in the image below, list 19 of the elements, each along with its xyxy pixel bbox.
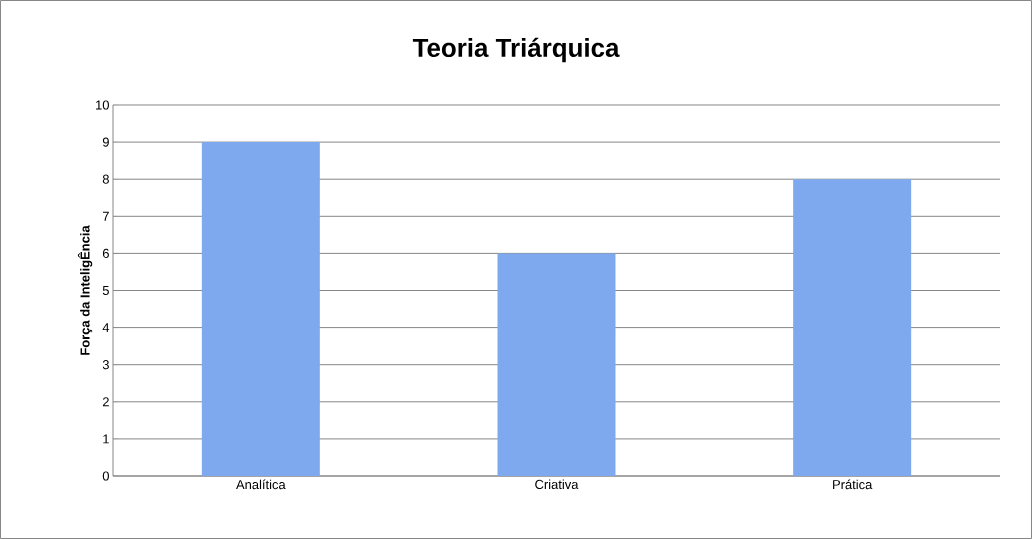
y-tick-label: 10 bbox=[96, 100, 109, 110]
y-tick-label: 9 bbox=[102, 137, 109, 147]
x-tick-label: Prática bbox=[833, 479, 873, 490]
y-tick-label: 8 bbox=[102, 174, 109, 184]
y-tick-label: 5 bbox=[102, 285, 109, 296]
bar bbox=[793, 179, 912, 476]
y-tick-label: 3 bbox=[102, 360, 109, 370]
y-tick-label: 6 bbox=[102, 248, 109, 258]
chart-title: Teoria Triárquica bbox=[412, 37, 620, 63]
y-tick-label: 7 bbox=[102, 211, 109, 221]
y-axis-title: Força da InteligÊncia bbox=[77, 225, 93, 355]
y-tick-label: 4 bbox=[102, 323, 110, 333]
y-tick-label: 1 bbox=[103, 434, 109, 444]
y-tick-label: 0 bbox=[102, 471, 109, 481]
x-tick-label: Analítica bbox=[236, 479, 286, 490]
y-tick-label: 2 bbox=[102, 397, 109, 407]
bar bbox=[497, 253, 616, 476]
x-tick-label: Criativa bbox=[535, 479, 579, 490]
bar bbox=[201, 142, 320, 476]
